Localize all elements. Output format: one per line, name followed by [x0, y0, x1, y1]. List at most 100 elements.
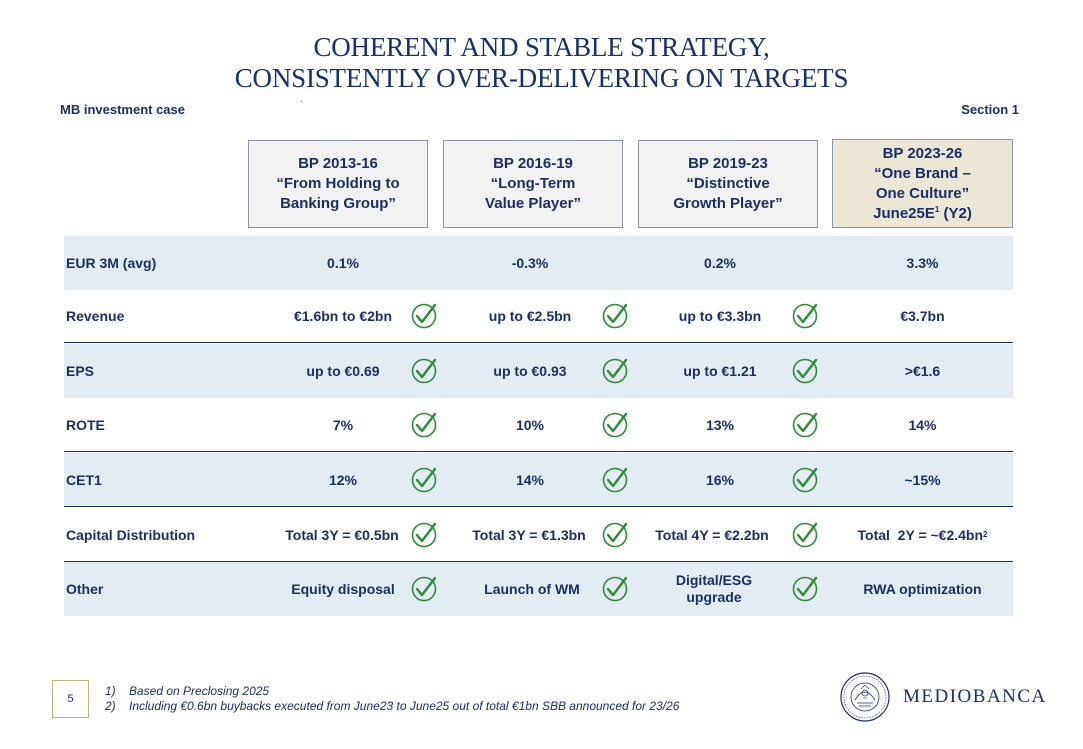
- footnote-number: 1): [105, 684, 116, 698]
- footnote-text: Including €0.6bn buybacks executed from …: [129, 699, 680, 713]
- header-line: BP 2016-19: [493, 155, 573, 172]
- header-year: (Y2): [939, 204, 972, 222]
- header-line: BP 2013-16: [298, 155, 378, 172]
- check-icon: [602, 467, 628, 493]
- check-icon: [792, 522, 818, 548]
- header-line: “Long-Term: [490, 175, 576, 192]
- title-line-2: CONSISTENTLY OVER-DELIVERING ON TARGETS: [234, 63, 849, 93]
- row-label: Capital Distribution: [66, 526, 196, 543]
- value-cell: Equity disposal: [291, 580, 395, 597]
- header-line: June25E1 (Y2): [873, 204, 972, 224]
- page-number: 5: [52, 680, 89, 718]
- check-icon: [792, 358, 818, 384]
- footnote: 1) Based on Preclosing 2025: [105, 684, 679, 699]
- row-rote: ROTE 7% 10% 13% 14%: [64, 398, 1013, 452]
- header-line: “One Brand –: [874, 164, 971, 182]
- section-caption: MB investment case: [60, 102, 185, 117]
- header-bp-2016-19: BP 2016-19 “Long-Term Value Player”: [443, 140, 623, 228]
- value-cell: €1.6bn to €2bn: [293, 307, 393, 324]
- header-line: Value Player”: [485, 195, 581, 212]
- seal-icon: [840, 672, 890, 722]
- check-icon: [411, 303, 437, 329]
- header-line: Growth Player”: [673, 195, 783, 212]
- footnote-ref: 1: [934, 204, 940, 214]
- value-cell: 0.2%: [704, 254, 736, 271]
- header-line: One Culture”: [875, 184, 970, 202]
- check-icon: [411, 576, 437, 602]
- row-cet1: CET1 12% 14% 16% ~15%: [64, 453, 1013, 507]
- value-cell: 14%: [908, 416, 937, 433]
- row-label: Other: [66, 581, 104, 597]
- row-label: EUR 3M (avg): [66, 255, 157, 271]
- footnote-number: 2): [105, 699, 116, 713]
- header-line: BP 2019-23: [688, 155, 768, 172]
- header-bp-2023-26: BP 2023-26 “One Brand – One Culture” Jun…: [832, 139, 1013, 228]
- value-cell: up to €0.93: [493, 362, 567, 379]
- header-bp-2013-16: BP 2013-16 “From Holding to Banking Grou…: [248, 140, 428, 228]
- value-cell: 10%: [515, 416, 545, 433]
- row-label: CET1: [66, 471, 102, 488]
- value-cell: ~15%: [904, 471, 941, 488]
- row-capital-distribution: Capital Distribution Total 3Y = €0.5bn T…: [64, 508, 1013, 562]
- value-cell: 13%: [705, 416, 735, 433]
- value-cell: Total 3Y = €0.5bn: [285, 526, 399, 543]
- value-cell: Total 4Y = €2.2bn: [655, 526, 769, 543]
- check-icon: [792, 576, 818, 602]
- check-icon: [602, 522, 628, 548]
- value-cell: Launch of WM: [484, 580, 580, 597]
- value-cell: Digital/ESG upgrade: [654, 562, 774, 616]
- value-cell: up to €3.3bn: [678, 307, 762, 324]
- value-cell: up to €2.5bn: [488, 307, 572, 324]
- value-cell: 7%: [332, 416, 354, 433]
- check-icon: [792, 303, 818, 329]
- row-label: EPS: [66, 363, 95, 379]
- header-bp-2019-23: BP 2019-23 “Distinctive Growth Player”: [638, 140, 818, 228]
- header-line: “Distinctive: [686, 175, 770, 192]
- check-icon: [411, 467, 437, 493]
- value-cell: 14%: [515, 471, 545, 488]
- header-line: Banking Group”: [280, 195, 396, 212]
- check-icon: [602, 412, 628, 438]
- check-icon: [792, 467, 818, 493]
- check-icon: [792, 412, 818, 438]
- stray-dot: [301, 101, 302, 102]
- value-text: Total 2Y = ~€2.4bn: [857, 526, 984, 543]
- check-icon: [411, 358, 437, 384]
- check-icon: [602, 358, 628, 384]
- value-line: upgrade: [686, 589, 742, 605]
- value-cell: -0.3%: [511, 254, 549, 271]
- section-label: Section 1: [961, 102, 1019, 117]
- row-eur3m: EUR 3M (avg) 0.1% -0.3% 0.2% 3.3%: [64, 236, 1013, 290]
- mediobanca-logo: MEDIOBANCA: [835, 670, 1045, 724]
- value-line: Digital/ESG: [675, 572, 753, 588]
- row-label: ROTE: [66, 416, 105, 433]
- footnote-text: Based on Preclosing 2025: [129, 684, 270, 698]
- value-cell: >€1.6: [904, 362, 941, 379]
- check-icon: [602, 576, 628, 602]
- row-label: Revenue: [66, 307, 125, 324]
- value-cell: up to €0.69: [306, 362, 380, 379]
- footnotes: 1) Based on Preclosing 2025 2) Including €…: [105, 684, 679, 714]
- header-date: June25E: [873, 204, 935, 222]
- check-icon: [411, 412, 437, 438]
- slide-title: COHERENT AND STABLE STRATEGY, CONSISTENT…: [0, 32, 1083, 94]
- value-cell: 0.1%: [327, 254, 359, 271]
- value-cell: RWA optimization: [863, 580, 982, 597]
- header-line: “From Holding to: [276, 175, 400, 192]
- check-icon: [602, 303, 628, 329]
- footnote: 2) Including €0.6bn buybacks executed fro…: [105, 699, 679, 714]
- value-cell: 12%: [328, 471, 358, 488]
- value-cell: €3.7bn: [900, 307, 945, 324]
- value-cell: Total 2Y = ~€2.4bn 2: [857, 526, 988, 543]
- header-line: BP 2023-26: [882, 144, 963, 162]
- row-revenue: Revenue €1.6bn to €2bn up to €2.5bn up t…: [64, 289, 1013, 343]
- row-eps: EPS up to €0.69 up to €0.93 up to €1.21 …: [64, 344, 1013, 398]
- value-cell: up to €1.21: [683, 362, 757, 379]
- logo-wordmark: MEDIOBANCA: [903, 686, 1047, 707]
- title-line-1: COHERENT AND STABLE STRATEGY,: [313, 32, 770, 62]
- check-icon: [411, 522, 437, 548]
- value-cell: 16%: [705, 471, 735, 488]
- row-other: Other Equity disposal Launch of WM Digit…: [64, 562, 1013, 616]
- value-cell: Total 3Y = €1.3bn: [472, 526, 586, 543]
- value-cell: 3.3%: [906, 254, 939, 271]
